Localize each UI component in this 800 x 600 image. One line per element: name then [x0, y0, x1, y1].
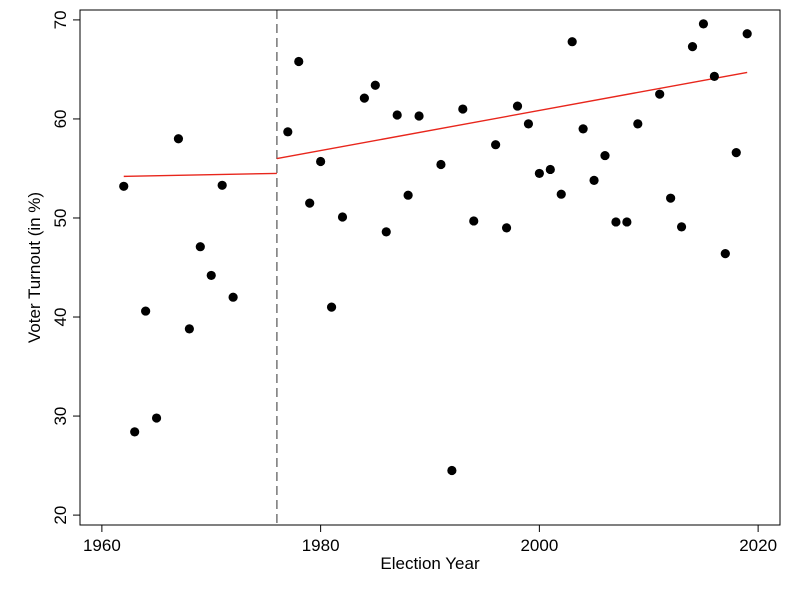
- data-point: [184, 324, 194, 334]
- data-point: [633, 119, 643, 129]
- y-tick-label: 30: [51, 407, 70, 426]
- y-axis-ticks: 20 30 40 50 60 70: [51, 10, 80, 525]
- data-point: [337, 212, 348, 222]
- data-point: [501, 223, 512, 233]
- data-point: [195, 242, 205, 252]
- data-point: [206, 270, 216, 281]
- fit-line-2: [276, 71, 748, 160]
- data-point: [447, 465, 457, 476]
- y-tick-label: 70: [51, 10, 70, 29]
- data-point: [622, 217, 632, 227]
- data-point: [534, 168, 544, 179]
- x-tick-label: 2020: [739, 536, 777, 555]
- fit-line-1: [123, 172, 277, 178]
- y-tick-label: 50: [51, 209, 70, 228]
- data-point: [698, 19, 709, 29]
- data-point: [545, 164, 555, 175]
- data-points: [119, 19, 752, 476]
- data-point: [403, 190, 413, 200]
- data-point: [151, 413, 162, 423]
- data-point: [655, 89, 665, 99]
- data-point: [491, 140, 501, 150]
- data-point: [414, 111, 424, 121]
- data-point: [381, 227, 391, 237]
- y-tick-label: 20: [51, 506, 70, 525]
- y-tick-label: 60: [51, 109, 70, 128]
- data-point: [119, 181, 129, 191]
- data-point: [305, 198, 315, 208]
- plot-frame: [79, 9, 781, 526]
- data-point: [512, 101, 523, 111]
- fit-lines: [123, 71, 748, 178]
- data-point: [141, 306, 151, 316]
- data-point: [359, 93, 369, 103]
- x-tick-label: 1980: [302, 536, 340, 555]
- data-point: [600, 150, 610, 161]
- data-point: [676, 222, 687, 232]
- data-point: [611, 217, 621, 227]
- data-point: [731, 148, 741, 158]
- x-axis-title: Election Year: [380, 554, 480, 573]
- data-point: [326, 302, 337, 312]
- data-point: [666, 193, 676, 203]
- data-point: [217, 180, 227, 190]
- data-point: [370, 80, 380, 90]
- data-point: [589, 175, 599, 185]
- data-point: [130, 427, 140, 437]
- data-point: [720, 249, 730, 259]
- data-point: [436, 159, 446, 170]
- data-point: [567, 37, 577, 47]
- x-tick-label: 1960: [83, 536, 121, 555]
- data-point: [392, 110, 402, 120]
- y-axis-title: Voter Turnout (in %): [25, 192, 44, 343]
- data-point: [742, 29, 752, 39]
- data-point: [687, 42, 698, 52]
- data-point: [228, 292, 238, 302]
- data-point: [523, 119, 534, 129]
- data-point: [709, 71, 719, 81]
- x-tick-label: 2000: [520, 536, 558, 555]
- data-point: [283, 127, 293, 137]
- data-point: [294, 56, 304, 67]
- data-point: [316, 156, 326, 167]
- data-point: [578, 124, 588, 134]
- data-point: [469, 216, 479, 226]
- data-point: [458, 104, 468, 114]
- data-point: [556, 189, 566, 199]
- data-point: [173, 134, 184, 144]
- x-axis-ticks: 1960 1980 2000 2020: [83, 525, 777, 555]
- y-tick-label: 40: [51, 308, 70, 327]
